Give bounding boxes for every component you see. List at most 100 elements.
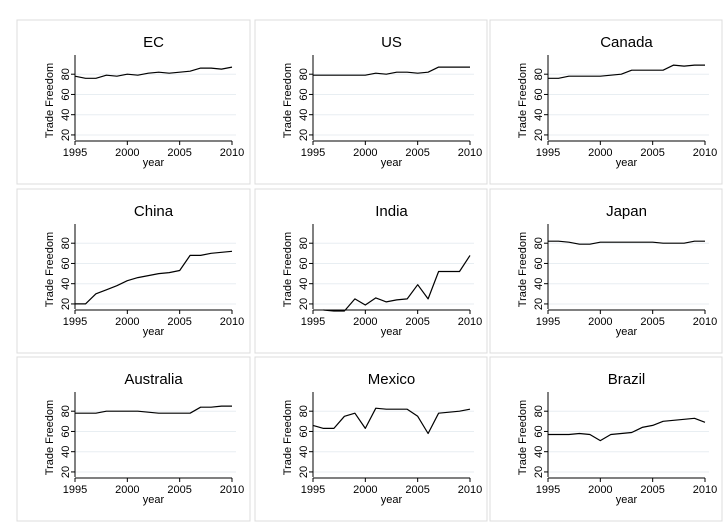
y-tick-label: 80 [298,405,310,417]
x-tick-label: 1995 [63,484,87,496]
x-tick-label: 2005 [405,484,429,496]
x-axis-label: year [616,326,638,338]
x-tick-label: 2005 [405,316,429,328]
x-axis-label: year [381,494,403,506]
y-tick-label: 40 [533,278,545,290]
x-tick-label: 2010 [458,316,482,328]
y-axis-label: Trade Freedom [517,400,529,475]
x-tick-label: 2005 [640,316,664,328]
y-tick-label: 60 [533,257,545,269]
series-line [312,407,471,435]
y-tick-label: 20 [298,129,310,141]
panel-title: Japan [606,203,647,220]
x-tick-label: 2005 [167,484,191,496]
x-tick-label: 2000 [115,316,139,328]
panel-title: US [381,34,402,51]
panel-mexico: Mexico 20 40 60 80 Trade Freedom 1995 2000 2005 2… [254,356,488,522]
x-tick-label: 2000 [588,484,612,496]
y-tick-label: 80 [533,68,545,80]
series-line [75,405,232,414]
x-tick-label: 2010 [693,316,717,328]
x-axis-label: year [143,326,165,338]
panel-australia: Australia 20 40 60 80 Trade Freedom 1995 2000 20… [16,356,251,522]
series-line [548,417,706,442]
panel-frame [489,356,723,522]
y-tick-label: 40 [60,109,72,121]
x-tick-label: 1995 [536,147,560,159]
y-axis-label: Trade Freedom [44,232,56,307]
x-tick-label: 2005 [640,484,664,496]
x-axis-label: year [143,157,165,169]
panel-brazil: Brazil 20 40 60 80 Trade Freedom 1995 2000 2005 2… [489,356,723,522]
y-tick-label: 60 [533,425,545,437]
y-tick-label: 20 [298,298,310,310]
y-tick-label: 80 [533,405,545,417]
y-tick-label: 60 [60,88,72,100]
x-axis-label: year [381,157,403,169]
panel-title: Canada [600,34,653,51]
panel-title: Mexico [368,371,416,388]
panel-frame [254,19,488,185]
panel-frame [16,356,251,522]
x-tick-label: 2000 [588,147,612,159]
y-axis-label: Trade Freedom [44,400,56,475]
y-tick-label: 60 [298,257,310,269]
panel-ec: EC 20 40 60 80 Trade Freedom 1995 2000 2005 2010 y… [16,19,251,185]
y-tick-label: 40 [298,109,310,121]
panel-title: EC [143,34,164,51]
panel-canada: Canada 20 40 60 80 Trade Freedom 1995 2000 2005 2… [489,19,723,185]
x-axis-label: year [616,157,638,169]
series-line [74,66,233,79]
y-tick-label: 20 [60,466,72,478]
y-tick-label: 40 [533,446,545,458]
y-tick-label: 80 [60,68,72,80]
panel-japan: Japan 20 40 60 80 Trade Freedom 1995 2000 2005 20… [489,188,723,354]
y-tick-label: 80 [533,237,545,249]
y-axis-label: Trade Freedom [44,63,56,138]
x-tick-label: 1995 [301,316,325,328]
x-tick-label: 2010 [220,147,244,159]
panel-frame [16,188,251,354]
y-tick-label: 60 [60,257,72,269]
y-tick-label: 80 [298,68,310,80]
x-tick-label: 2000 [115,147,139,159]
y-tick-label: 20 [60,129,72,141]
x-tick-label: 2010 [458,147,482,159]
x-tick-label: 2010 [458,484,482,496]
y-axis-label: Trade Freedom [282,63,294,138]
series-line [548,64,705,79]
x-tick-label: 1995 [301,147,325,159]
series-line [313,66,470,76]
x-tick-label: 1995 [63,316,87,328]
y-tick-label: 80 [298,237,310,249]
x-axis-label: year [143,494,165,506]
y-tick-label: 20 [533,298,545,310]
panel-title: China [134,203,174,220]
y-tick-label: 20 [533,129,545,141]
panel-frame [489,19,723,185]
series-line [75,250,233,305]
panel-frame [16,19,251,185]
panel-frame [489,188,723,354]
y-tick-label: 20 [60,298,72,310]
x-tick-label: 2000 [353,316,377,328]
panel-title: Australia [124,371,183,388]
x-tick-label: 1995 [536,484,560,496]
panel-frame [254,356,488,522]
y-tick-label: 40 [533,109,545,121]
y-axis-label: Trade Freedom [282,232,294,307]
x-tick-label: 2000 [588,316,612,328]
y-axis-label: Trade Freedom [517,232,529,307]
x-tick-label: 2005 [640,147,664,159]
series-line [323,255,471,312]
x-tick-label: 1995 [63,147,87,159]
y-axis-label: Trade Freedom [282,400,294,475]
y-tick-label: 80 [60,405,72,417]
x-tick-label: 2010 [693,147,717,159]
series-line [548,240,705,245]
x-tick-label: 2010 [220,484,244,496]
x-tick-label: 2000 [353,147,377,159]
y-tick-label: 40 [60,278,72,290]
x-axis-label: year [381,326,403,338]
x-tick-label: 2010 [693,484,717,496]
